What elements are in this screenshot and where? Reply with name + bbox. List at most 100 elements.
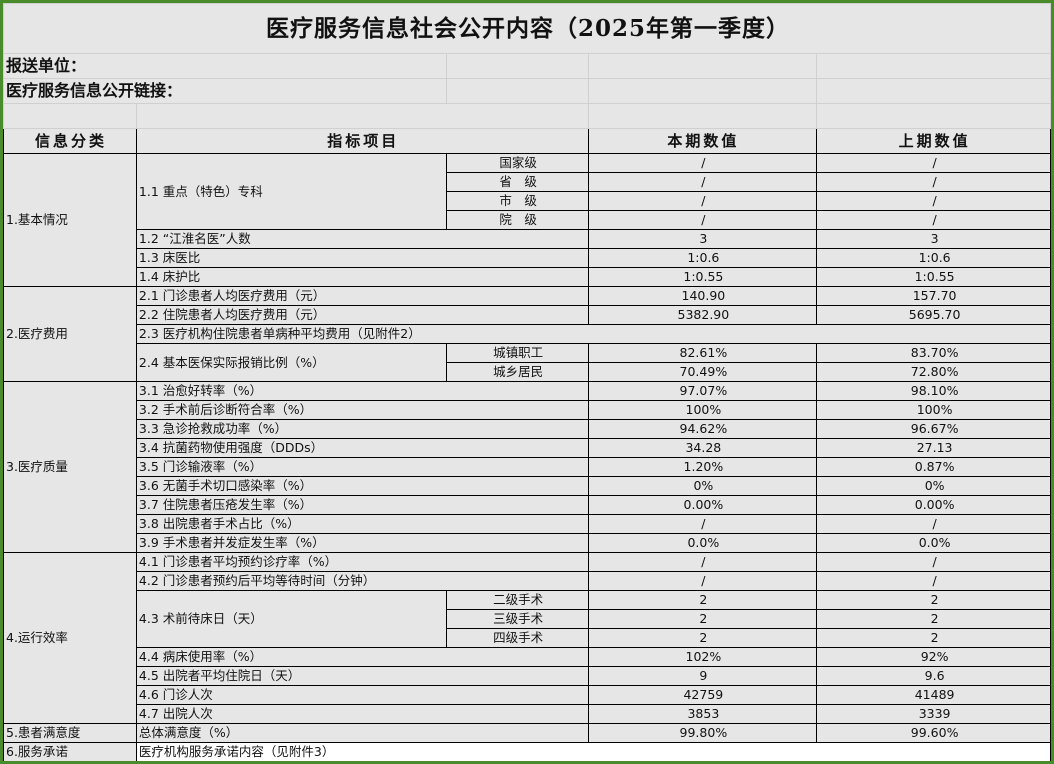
current-value: 5382.90 (587, 305, 818, 325)
current-value: / (587, 210, 818, 230)
current-value: / (587, 191, 818, 211)
header-current: 本期数值 (587, 128, 818, 154)
current-value: 0% (587, 476, 818, 496)
category-cell: 3.医疗质量 (3, 381, 137, 553)
current-value: 97.07% (587, 381, 818, 401)
previous-value: 99.60% (816, 723, 1051, 743)
table-row: 1.3 床医比 1:0.6 1:0.6 (4, 248, 1051, 268)
previous-value: / (816, 552, 1051, 572)
current-value: 34.28 (587, 438, 818, 458)
current-value: / (587, 571, 818, 591)
table-row: 4.3 术前待床日（天） 二级手术 2 2 (4, 590, 1051, 648)
sub-item-cell: 城镇职工 (445, 343, 589, 363)
disclosure-link-label: 医疗服务信息公开链接： (3, 78, 447, 104)
cell[interactable] (587, 78, 818, 104)
current-value: 1.20% (587, 457, 818, 477)
item-cell: 4.2 门诊患者预约后平均等待时间（分钟） (135, 571, 589, 591)
table-row: 4.4 病床使用率（%） 102% 92% (4, 647, 1051, 667)
table-row: 1.基本情况 1.1 重点（特色）专科 国家级 / / (3, 153, 1051, 287)
item-cell: 医疗机构服务承诺内容（见附件3） (135, 742, 1051, 761)
table-row: 3.6 无菌手术切口感染率（%） 0% 0% (4, 476, 1051, 496)
item-cell: 3.4 抗菌药物使用强度（DDDs） (135, 438, 589, 458)
previous-value: 5695.70 (816, 305, 1051, 325)
item-cell: 3.5 门诊输液率（%） (135, 457, 589, 477)
previous-value: 27.13 (816, 438, 1051, 458)
previous-value: / (816, 172, 1051, 192)
sub-item-cell: 市 级 (445, 191, 589, 211)
header-previous: 上期数值 (816, 128, 1051, 154)
current-value: 102% (587, 647, 818, 667)
previous-value: 2 (816, 590, 1051, 610)
cell[interactable] (587, 53, 818, 79)
current-value: 70.49% (587, 362, 818, 382)
category-cell: 4.运行效率 (3, 552, 137, 724)
report-unit-value[interactable] (445, 53, 589, 79)
cell[interactable] (135, 103, 589, 129)
item-cell: 4.4 病床使用率（%） (135, 647, 589, 667)
item-cell: 2.3 医疗机构住院患者单病种平均费用（见附件2） (135, 324, 1051, 344)
current-value: 82.61% (587, 343, 818, 363)
sub-item-cell: 院 级 (445, 210, 589, 230)
item-cell: 2.2 住院患者人均医疗费用（元） (135, 305, 589, 325)
cell[interactable] (816, 53, 1051, 79)
table-row: 2.2 住院患者人均医疗费用（元） 5382.90 5695.70 (4, 305, 1051, 325)
disclosure-link-value[interactable] (445, 78, 589, 104)
table-row: 4.6 门诊人次 42759 41489 (4, 685, 1051, 705)
previous-value: / (816, 153, 1051, 173)
previous-value: 83.70% (816, 343, 1051, 363)
disclosure-table: 医疗服务信息社会公开内容（2025年第一季度） 报送单位： 医疗服务信息公开链接… (3, 3, 1051, 761)
table-row: 市 级 / / (4, 191, 1051, 211)
previous-value: 96.67% (816, 419, 1051, 439)
table-row: 4.7 出院人次 3853 3339 (4, 704, 1051, 724)
current-value: 140.90 (587, 286, 818, 306)
previous-value: 0.87% (816, 457, 1051, 477)
sheet-title: 医疗服务信息社会公开内容（2025年第一季度） (3, 3, 1051, 54)
table-row: 城乡居民 70.49% 72.80% (4, 362, 1051, 382)
item-cell: 3.1 治愈好转率（%） (135, 381, 589, 401)
table-row: 5.患者满意度 总体满意度（%） 99.80% 99.60% (3, 723, 1051, 743)
table-row: 三级手术 2 2 (4, 609, 1051, 629)
item-cell: 1.4 床护比 (135, 267, 589, 287)
table-row: 3.3 急诊抢救成功率（%） 94.62% 96.67% (4, 419, 1051, 439)
category-cell: 1.基本情况 (3, 153, 137, 287)
current-value: / (587, 172, 818, 192)
item-cell: 4.7 出院人次 (135, 704, 589, 724)
sub-item-cell: 国家级 (445, 153, 589, 173)
cell[interactable] (587, 103, 818, 129)
previous-value: 3339 (816, 704, 1051, 724)
cell[interactable] (3, 103, 137, 129)
previous-value: 41489 (816, 685, 1051, 705)
current-value: / (587, 552, 818, 572)
table-row: 2.4 基本医保实际报销比例（%） 城镇职工 82.61% 83.70% (4, 343, 1051, 382)
current-value: 94.62% (587, 419, 818, 439)
previous-value: 100% (816, 400, 1051, 420)
cell[interactable] (816, 103, 1051, 129)
previous-value: / (816, 514, 1051, 534)
previous-value: 0% (816, 476, 1051, 496)
table-row: 3.8 出院患者手术占比（%） / / (4, 514, 1051, 534)
current-value: 3 (587, 229, 818, 249)
current-value: 1:0.6 (587, 248, 818, 268)
sub-item-cell: 城乡居民 (445, 362, 589, 382)
previous-value: / (816, 210, 1051, 230)
current-value: 2 (587, 609, 818, 629)
item-cell: 1.3 床医比 (135, 248, 589, 268)
header-item: 指标项目 (135, 128, 589, 154)
item-cell: 总体满意度（%） (135, 723, 589, 743)
table-row: 3.9 手术患者并发症发生率（%） 0.0% 0.0% (4, 533, 1051, 553)
sub-item-cell: 二级手术 (445, 590, 589, 610)
table-row: 3.7 住院患者压疮发生率（%） 0.00% 0.00% (4, 495, 1051, 515)
item-cell: 4.5 出院者平均住院日（天） (135, 666, 589, 686)
current-value: 3853 (587, 704, 818, 724)
sub-item-cell: 四级手术 (445, 628, 589, 648)
table-row: 3.5 门诊输液率（%） 1.20% 0.87% (4, 457, 1051, 477)
cell[interactable] (816, 78, 1051, 104)
item-cell: 1.1 重点（特色）专科 (135, 153, 447, 230)
table-row: 4.运行效率 4.1 门诊患者平均预约诊疗率（%） / / (3, 552, 1051, 724)
current-value: 9 (587, 666, 818, 686)
previous-value: 9.6 (816, 666, 1051, 686)
current-value: 1:0.55 (587, 267, 818, 287)
sub-item-cell: 省 级 (445, 172, 589, 192)
previous-value: / (816, 191, 1051, 211)
